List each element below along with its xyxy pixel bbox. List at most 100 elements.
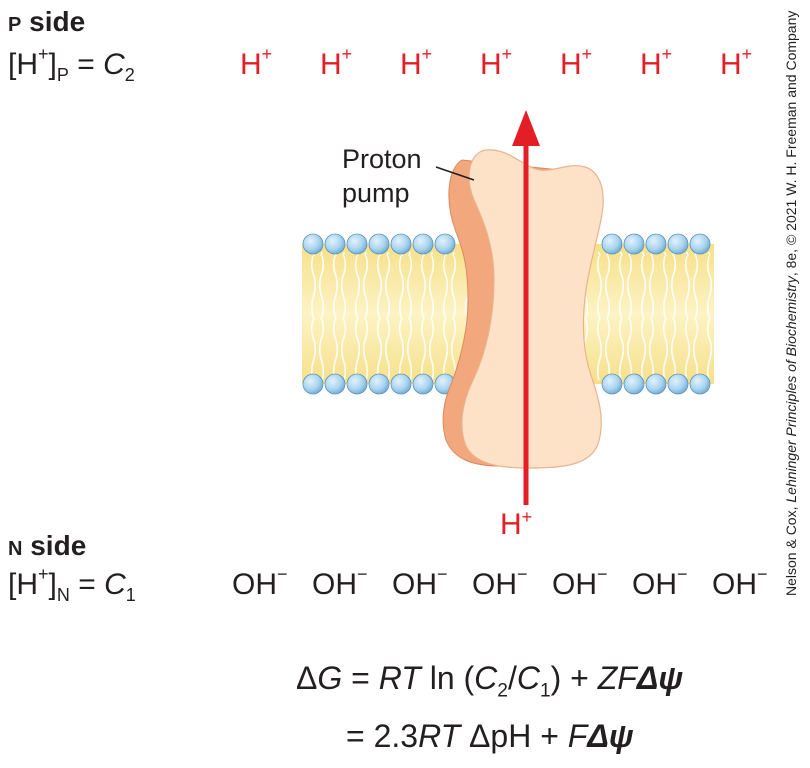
lipid-head: [368, 373, 390, 395]
entering-ion-base: H: [500, 508, 522, 541]
lipid-head: [623, 373, 645, 395]
p-conc-var-sub: 2: [124, 65, 135, 85]
proton-ion: H+: [720, 45, 752, 82]
proton-ion: H+: [640, 45, 672, 82]
proton-ion: H+: [560, 45, 592, 82]
eq2-rt: RT: [418, 718, 461, 754]
lipid-head: [346, 233, 368, 255]
lipid-head: [645, 373, 667, 395]
ion-base: OH: [712, 568, 757, 601]
hydroxide-ion: OH−: [552, 565, 608, 602]
eq-close: ) +: [550, 660, 598, 696]
p-conc-charge: +: [38, 44, 49, 65]
ion-charge: +: [421, 44, 433, 65]
eq-c1: C: [516, 660, 540, 696]
eq2-f: F: [567, 718, 588, 754]
ion-base: OH: [632, 568, 677, 601]
free-energy-equation-line1: ΔG = RT ln (C2/C1) + ZFΔψ: [296, 660, 683, 700]
proton-pump: [461, 149, 604, 469]
pump-label-line2: pump: [342, 178, 410, 208]
eq-slash: /: [507, 660, 517, 696]
ion-base: OH: [392, 568, 437, 601]
credit-prefix: Nelson & Cox,: [783, 502, 799, 596]
ion-charge: −: [677, 564, 688, 585]
n-conc-eq: =: [69, 568, 105, 601]
n-side-letter: N: [8, 538, 23, 560]
hydroxide-ion: OH−: [632, 565, 688, 602]
ion-charge: +: [741, 44, 753, 65]
p-conc-var: C: [103, 48, 125, 81]
eq-c1-sub: 1: [539, 680, 551, 702]
ion-base: OH: [232, 568, 277, 601]
eq-delta: Δ: [296, 660, 318, 696]
lipid-head: [368, 233, 390, 255]
ion-base: H: [240, 48, 262, 81]
eq2-dph: ΔpH +: [460, 718, 568, 754]
lipid-head: [324, 373, 346, 395]
hydroxide-ion: OH−: [232, 565, 288, 602]
hydroxide-ion: OH−: [312, 565, 368, 602]
lipid-head: [601, 373, 623, 395]
eq2-equals: = 2.3: [346, 718, 419, 754]
p-side-concentration: [H+]P = C2: [8, 45, 135, 85]
p-conc-close: ]: [48, 48, 57, 81]
ion-base: H: [560, 48, 582, 81]
credit-suffix: , 8e, © 2021 W. H. Freeman and Company: [783, 10, 799, 277]
lipid-head: [623, 233, 645, 255]
ion-base: H: [480, 48, 502, 81]
lipid-heads: [302, 233, 711, 395]
ion-charge: +: [341, 44, 353, 65]
ion-base: H: [720, 48, 742, 81]
lipid-head: [645, 233, 667, 255]
p-conc-bracket: [H: [8, 48, 38, 81]
ion-charge: +: [501, 44, 513, 65]
ion-charge: +: [261, 44, 273, 65]
lipid-head: [412, 373, 434, 395]
n-conc-sub: N: [56, 585, 70, 605]
p-conc-eq: =: [68, 48, 104, 81]
ion-base: OH: [472, 568, 517, 601]
ion-base: OH: [552, 568, 597, 601]
lipid-head: [434, 233, 456, 255]
eq-c2: C: [474, 660, 498, 696]
eq-equals: =: [342, 660, 379, 696]
proton-ion: H+: [480, 45, 512, 82]
lipid-head: [302, 233, 324, 255]
eq2-dpsi: Δψ: [587, 718, 634, 754]
pump-label-line1: Proton: [342, 144, 422, 174]
arrow-head: [512, 110, 540, 146]
n-conc-bracket: [H: [8, 568, 38, 601]
lipid-head: [302, 373, 324, 395]
ion-charge: +: [661, 44, 673, 65]
ion-base: OH: [312, 568, 357, 601]
hydroxide-ion: OH−: [392, 565, 448, 602]
ion-charge: −: [277, 564, 288, 585]
p-side-title: P side: [8, 6, 85, 38]
ion-charge: +: [581, 44, 593, 65]
eq-zf: ZF: [597, 660, 637, 696]
lipid-head: [601, 233, 623, 255]
lipid-head: [390, 373, 412, 395]
lipid-head: [346, 373, 368, 395]
eq-rt: RT: [378, 660, 421, 696]
ion-charge: −: [597, 564, 608, 585]
ion-base: H: [320, 48, 342, 81]
pump-label-leader: [435, 166, 475, 181]
entering-proton: H+: [500, 508, 532, 542]
ion-base: H: [400, 48, 422, 81]
copyright-credit: Nelson & Cox, Lehninger Principles of Bi…: [783, 11, 799, 596]
ion-charge: −: [357, 564, 368, 585]
proton-ion: H+: [400, 45, 432, 82]
ion-base: H: [640, 48, 662, 81]
n-side-concentration: [H+]N = C1: [8, 565, 136, 605]
pump-label: Proton pump: [342, 142, 422, 210]
credit-book: Lehninger Principles of Biochemistry: [783, 276, 799, 503]
hydroxide-ion: OH−: [472, 565, 528, 602]
ion-charge: −: [517, 564, 528, 585]
n-conc-charge: +: [38, 564, 49, 585]
proton-ion: H+: [240, 45, 272, 82]
lipid-head: [689, 233, 711, 255]
proton-transport-arrow: [512, 110, 540, 505]
eq-c2-sub: 2: [497, 680, 508, 702]
eq-g: G: [317, 660, 343, 696]
